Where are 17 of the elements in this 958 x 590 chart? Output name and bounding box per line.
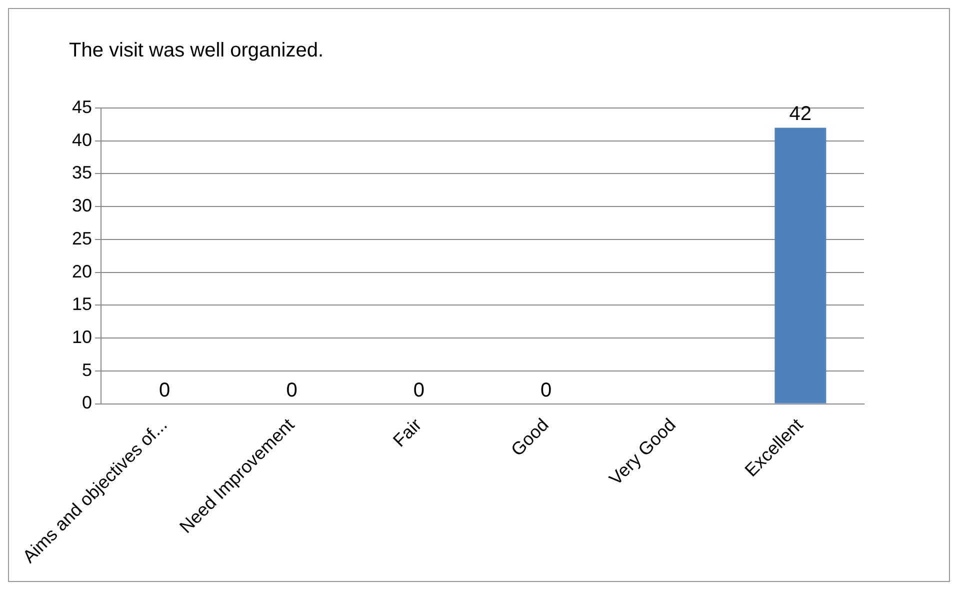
y-tick-label: 0 (82, 392, 92, 413)
y-tick-label: 15 (72, 294, 92, 314)
y-tick-label: 35 (72, 162, 92, 183)
x-tick-label: Fair (389, 414, 426, 451)
y-tick-label: 45 (72, 96, 92, 117)
y-tick-label: 10 (72, 327, 92, 348)
y-tick-label: 5 (82, 360, 92, 380)
data-label: 0 (413, 379, 424, 402)
y-tick-label: 20 (72, 261, 92, 282)
data-label: 42 (789, 103, 812, 126)
y-tick-label: 25 (72, 228, 92, 248)
y-tick-label: 30 (72, 196, 92, 216)
data-label: 0 (159, 379, 170, 402)
data-label: 0 (540, 379, 552, 402)
y-tick-label: 40 (72, 130, 92, 150)
chart-title: The visit was well organized. (69, 40, 324, 62)
data-label: 0 (286, 379, 298, 402)
